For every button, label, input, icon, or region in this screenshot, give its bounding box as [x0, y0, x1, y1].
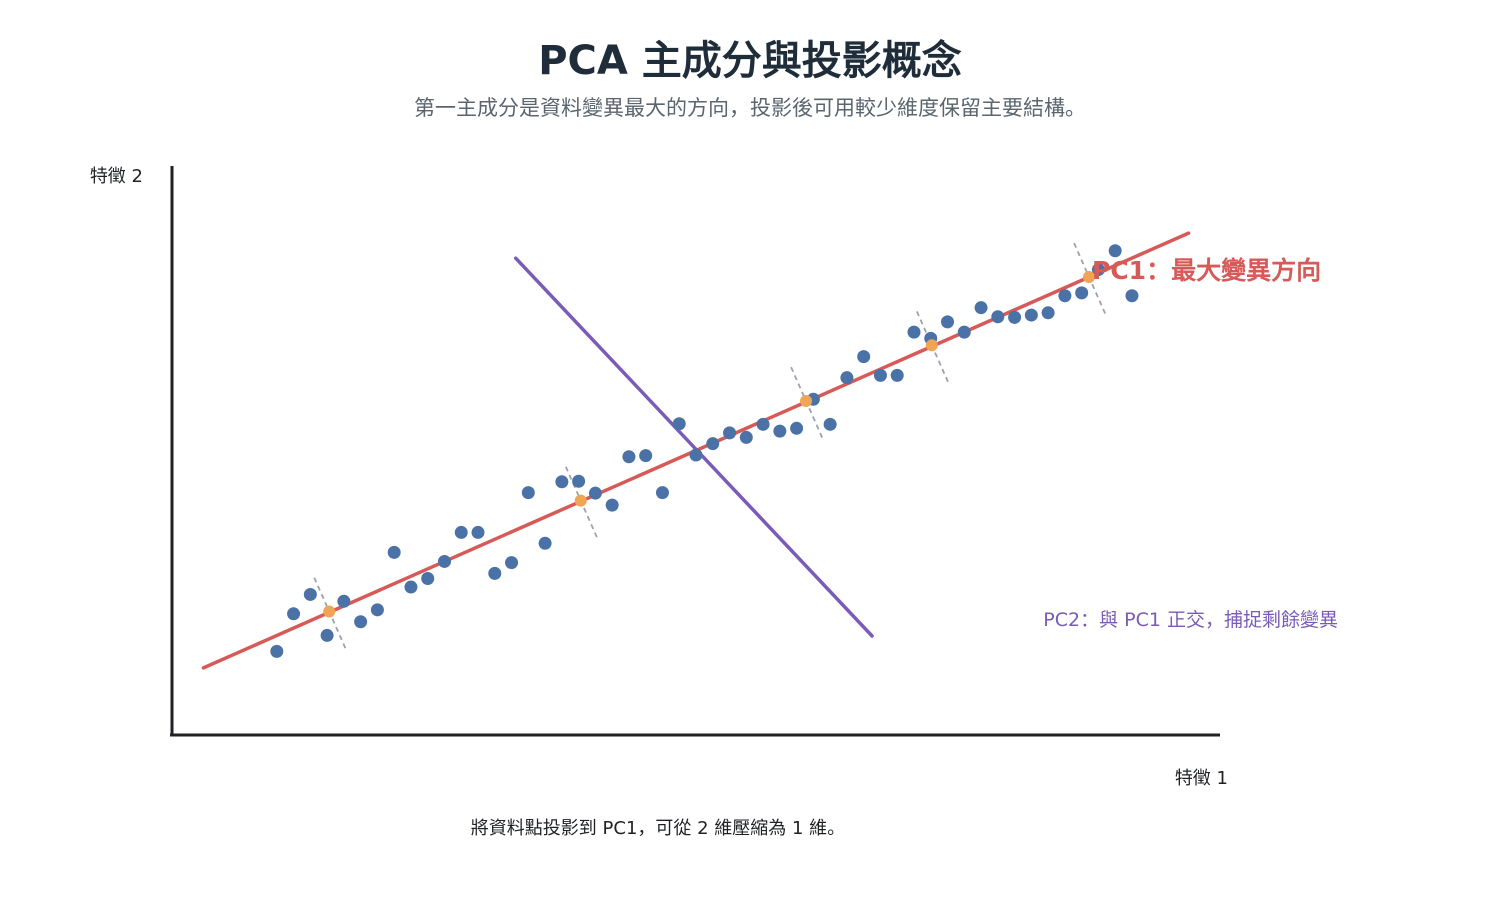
pc2-group	[513, 256, 874, 638]
data-point	[354, 615, 368, 629]
data-point	[1091, 263, 1105, 277]
data-point	[1024, 308, 1038, 322]
data-point	[1108, 244, 1122, 258]
data-point	[1075, 286, 1089, 300]
data-point	[555, 475, 569, 489]
data-point	[622, 450, 636, 464]
data-point	[974, 301, 988, 315]
x-axis-label: 特徵 1	[1175, 768, 1228, 789]
data-point	[572, 474, 586, 488]
data-point	[588, 486, 602, 500]
data-point	[421, 572, 435, 586]
projected-point	[323, 605, 336, 618]
projection-annotation: 將資料點投影到 PC1，可從 2 維壓縮為 1 維。	[471, 818, 845, 839]
data-point	[404, 580, 418, 594]
data-point	[756, 417, 770, 431]
page-title: PCA 主成分與投影概念	[538, 38, 962, 84]
labels: PC1：最大變異方向 PC2：與 PC1 正交，捕捉剩餘變異 將資料點投影到 P…	[471, 256, 1338, 839]
projected-point	[925, 339, 938, 352]
data-point	[689, 448, 703, 462]
pc2-line	[513, 256, 874, 638]
data-points	[270, 244, 1139, 658]
data-point	[287, 607, 301, 621]
pc1-label: PC1：最大變異方向	[1092, 256, 1321, 285]
data-point	[454, 525, 468, 539]
data-point	[957, 325, 971, 339]
data-point	[1008, 310, 1022, 324]
projected-point	[574, 494, 587, 507]
projected-points	[323, 270, 1095, 618]
data-point	[521, 486, 535, 500]
data-point	[437, 554, 451, 568]
data-point	[471, 525, 485, 539]
data-point	[873, 368, 887, 382]
data-point	[907, 325, 921, 339]
projected-point	[800, 394, 813, 407]
data-point	[840, 371, 854, 385]
data-point	[991, 310, 1005, 324]
data-point	[790, 421, 804, 435]
data-point	[1058, 289, 1072, 303]
page-subtitle: 第一主成分是資料變異最大的方向，投影後可用較少維度保留主要結構。	[414, 96, 1086, 120]
data-point	[387, 545, 401, 559]
data-point	[941, 315, 955, 329]
y-axis-label: 特徵 2	[90, 166, 143, 187]
data-point	[857, 350, 871, 364]
data-point	[370, 603, 384, 617]
data-point	[320, 628, 334, 642]
data-point	[538, 536, 552, 550]
axes: 特徵 2 特徵 1	[90, 166, 1228, 789]
data-point	[337, 594, 351, 608]
data-point	[303, 587, 317, 601]
data-point	[605, 498, 619, 512]
data-point	[1041, 306, 1055, 320]
data-point	[773, 424, 787, 438]
data-point	[270, 644, 284, 658]
data-point	[655, 486, 669, 500]
data-point	[823, 417, 837, 431]
data-point	[488, 566, 502, 580]
projected-point	[1083, 270, 1095, 283]
data-point	[890, 368, 904, 382]
data-point	[505, 556, 519, 570]
data-point	[1125, 289, 1139, 303]
pc2-label: PC2：與 PC1 正交，捕捉剩餘變異	[1043, 609, 1338, 631]
data-point	[723, 426, 737, 440]
data-point	[739, 430, 753, 444]
data-point	[706, 437, 720, 451]
data-point	[639, 449, 653, 463]
data-point	[672, 417, 686, 431]
